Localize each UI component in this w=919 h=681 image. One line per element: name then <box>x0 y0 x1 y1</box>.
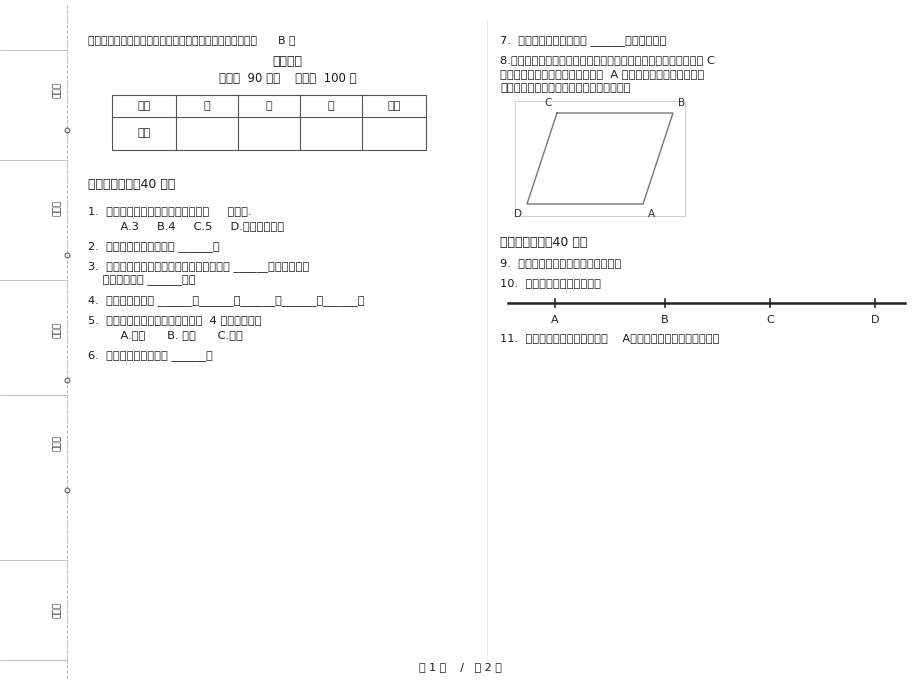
Text: 一、基础练习（40 分）: 一、基础练习（40 分） <box>88 178 176 191</box>
Bar <box>112 95 425 150</box>
Text: 总分: 总分 <box>387 101 400 111</box>
Text: 7.  对于平行线，一定要在 ______范畴内研究。: 7. 对于平行线，一定要在 ______范畴内研究。 <box>499 35 665 46</box>
Text: 最新人教版同步摸底四年级上学期小学数学二单元模拟试卷      B 卷: 最新人教版同步摸底四年级上学期小学数学二单元模拟试卷 B 卷 <box>88 35 295 45</box>
Text: 5.  两条直线互相垂直，相交而成的  4 个角是（）。: 5. 两条直线互相垂直，相交而成的 4 个角是（）。 <box>88 315 261 325</box>
Text: 4.  我们学过的角有 ______、______、______、______和______。: 4. 我们学过的角有 ______、______、______、______和_… <box>88 295 364 306</box>
Text: D: D <box>514 209 521 219</box>
Text: 处开始安装自来水管，横穿果园到  A 处对果树进行灌溉。请你设: 处开始安装自来水管，横穿果园到 A 处对果树进行灌溉。请你设 <box>499 69 703 79</box>
Text: A.锐角      B. 钝角      C.直角: A.锐角 B. 钝角 C.直角 <box>106 330 243 340</box>
Text: A: A <box>550 315 558 325</box>
Text: 考号：: 考号： <box>52 82 62 98</box>
Text: 9.  连接两点的所有线中，线段最短。: 9. 连接两点的所有线中，线段最短。 <box>499 258 620 268</box>
Text: 学校：: 学校： <box>52 602 62 618</box>
Text: 姓名：: 姓名： <box>52 322 62 338</box>
Text: 时间：  90 分钟    满分：  100 分: 时间： 90 分钟 满分： 100 分 <box>219 72 356 85</box>
Text: 8.（变式题）某农场有一片平行四边形的果园（如图所示），现从 C: 8.（变式题）某农场有一片平行四边形的果园（如图所示），现从 C <box>499 55 714 65</box>
Text: B: B <box>677 98 685 108</box>
Text: 班级：: 班级： <box>52 434 62 451</box>
Text: 三: 三 <box>327 101 334 111</box>
Text: 6.  平行线间的距离处处 ______。: 6. 平行线间的距离处处 ______。 <box>88 350 212 361</box>
Text: A.3     B.4     C.5     D.以上都有可能: A.3 B.4 C.5 D.以上都有可能 <box>106 221 284 231</box>
Text: C: C <box>766 315 773 325</box>
Text: 课后练习: 课后练习 <box>272 55 302 68</box>
Text: 11.  如图，要从小河引水到村庄    A，请设计并作出一最佳路线。: 11. 如图，要从小河引水到村庄 A，请设计并作出一最佳路线。 <box>499 333 719 343</box>
Text: 一点，可以作 ______条。: 一点，可以作 ______条。 <box>88 275 196 286</box>
Text: A: A <box>647 209 654 219</box>
Text: 第 1 页    /   共 2 页: 第 1 页 / 共 2 页 <box>418 662 501 672</box>
Text: 二: 二 <box>266 101 272 111</box>
Text: 10.  下图中一共有几条线段？: 10. 下图中一共有几条线段？ <box>499 278 600 288</box>
Text: 考场：: 考场： <box>52 200 62 216</box>
Text: B: B <box>661 315 668 325</box>
Text: C: C <box>544 98 551 108</box>
Text: 题号: 题号 <box>137 101 151 111</box>
Text: 3.  过直线外一点作已知直线的垂线，可以作 ______条；过直线上: 3. 过直线外一点作已知直线的垂线，可以作 ______条；过直线上 <box>88 261 309 272</box>
Text: 二、综合练习（40 分）: 二、综合练习（40 分） <box>499 236 586 249</box>
Bar <box>515 101 685 216</box>
Text: 1.  长方形上剪去一个角，可能剩下（     ）个角.: 1. 长方形上剪去一个角，可能剩下（ ）个角. <box>88 206 252 216</box>
Text: 计，怎样安装最节省材料？说出你的理由。: 计，怎样安装最节省材料？说出你的理由。 <box>499 83 630 93</box>
Text: 一: 一 <box>203 101 210 111</box>
Text: 2.  正方形的两组对边互相 ______。: 2. 正方形的两组对边互相 ______。 <box>88 241 220 252</box>
Text: 得分: 得分 <box>137 129 151 138</box>
Text: D: D <box>869 315 879 325</box>
